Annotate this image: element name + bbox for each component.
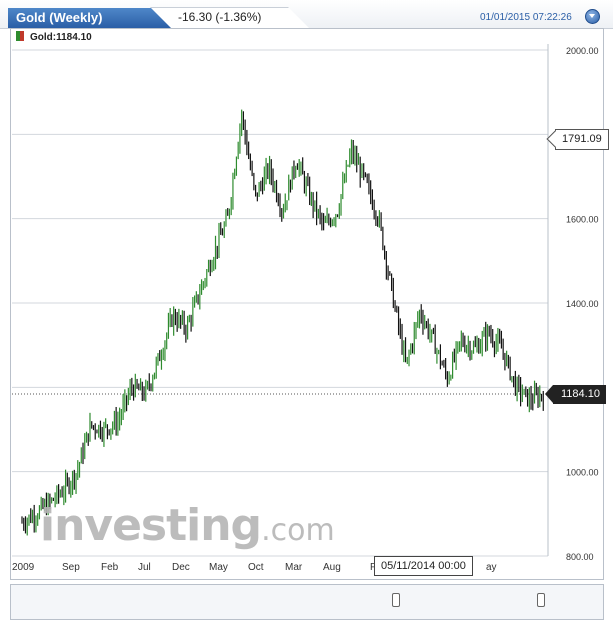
chart-area[interactable]	[10, 28, 604, 580]
price-change: -16.30 (-1.36%)	[178, 10, 262, 24]
x-tick-label: Feb	[101, 562, 119, 573]
x-tick-label: Mar	[285, 562, 303, 573]
high-price-flag: 1791.09	[555, 129, 609, 150]
logo-suffix: .com	[261, 513, 335, 548]
logo-brand: investing	[40, 500, 262, 551]
x-tick-label: Sep	[62, 562, 80, 573]
chart-settings-icon[interactable]	[585, 9, 600, 24]
navigator-left-handle[interactable]	[392, 593, 400, 607]
y-tick-label: 1400.00	[566, 299, 599, 309]
y-tick-label: 800.00	[566, 552, 594, 562]
y-tick-label: 2000.00	[566, 46, 599, 56]
x-tick-label: ay	[486, 562, 497, 573]
chart-title: Gold (Weekly)	[16, 10, 103, 25]
x-tick-label: Dec	[172, 562, 190, 573]
candle-swatch-icon	[16, 31, 24, 41]
x-tick-label: Oct	[248, 562, 264, 573]
x-tick-label: F	[370, 562, 376, 573]
y-tick-label: 1600.00	[566, 215, 599, 225]
x-tick-label: Aug	[323, 562, 341, 573]
navigator-right-handle[interactable]	[537, 593, 545, 607]
x-tick-label: 2009	[12, 562, 35, 573]
y-tick-label: 1000.00	[566, 468, 599, 478]
x-tick-label: Jul	[138, 562, 151, 573]
legend-label: Gold:1184.10	[30, 32, 92, 43]
investing-logo: investing.com	[40, 500, 335, 551]
cursor-date-flag: 05/11/2014 00:00	[374, 556, 473, 576]
series-legend: Gold:1184.10	[16, 31, 92, 43]
x-tick-label: May	[209, 562, 228, 573]
title-tab[interactable]	[8, 8, 172, 28]
range-navigator[interactable]	[10, 584, 604, 620]
last-update-datetime: 01/01/2015 07:22:26	[480, 12, 572, 23]
last-price-flag: 1184.10	[545, 385, 606, 404]
